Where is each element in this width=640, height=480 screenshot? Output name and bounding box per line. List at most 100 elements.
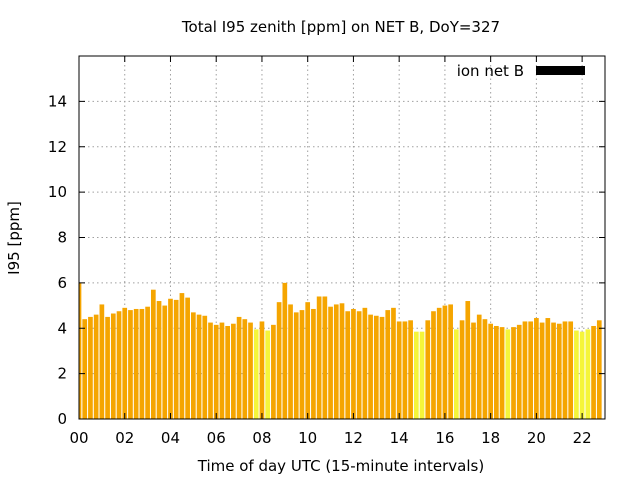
bar bbox=[185, 297, 190, 419]
bar bbox=[534, 318, 539, 419]
y-tick-label: 10 bbox=[48, 183, 67, 201]
y-tick-label: 14 bbox=[48, 92, 67, 110]
bar bbox=[556, 323, 562, 419]
y-tick-labels: 0 2 4 6 8 10 12 14 bbox=[48, 92, 67, 428]
bar bbox=[333, 304, 339, 419]
bar bbox=[351, 308, 356, 419]
bar bbox=[168, 298, 173, 419]
bar bbox=[425, 320, 431, 419]
bar bbox=[596, 320, 602, 419]
bar bbox=[179, 293, 185, 419]
bar bbox=[156, 301, 162, 419]
bar bbox=[499, 327, 505, 419]
bar bbox=[488, 323, 493, 419]
bar bbox=[133, 308, 139, 419]
bar bbox=[322, 296, 328, 419]
bar bbox=[345, 311, 351, 419]
bar bbox=[585, 329, 591, 419]
bar bbox=[305, 302, 311, 419]
bar bbox=[271, 324, 276, 419]
bar bbox=[574, 330, 579, 419]
bar bbox=[391, 307, 396, 419]
bar bbox=[116, 311, 122, 419]
x-tick-label: 08 bbox=[252, 429, 271, 447]
bar bbox=[356, 311, 362, 419]
bar bbox=[248, 322, 253, 419]
bar bbox=[162, 305, 168, 419]
bar bbox=[225, 325, 230, 419]
x-tick-label: 18 bbox=[481, 429, 500, 447]
x-axis-label: Time of day UTC (15-minute intervals) bbox=[197, 457, 484, 475]
legend-label: ion net B bbox=[457, 62, 524, 80]
bar bbox=[79, 282, 82, 419]
x-tick-label: 10 bbox=[298, 429, 317, 447]
bar bbox=[379, 316, 385, 419]
bar bbox=[568, 321, 574, 419]
bar bbox=[299, 310, 305, 419]
bar bbox=[476, 314, 482, 419]
bar bbox=[459, 320, 465, 419]
x-tick-labels: 00 02 04 06 08 10 12 14 16 18 20 22 bbox=[69, 429, 591, 447]
bar bbox=[236, 316, 242, 419]
bar bbox=[219, 322, 225, 419]
bar bbox=[293, 312, 299, 419]
bar bbox=[128, 310, 133, 419]
y-tick-label: 4 bbox=[57, 319, 67, 337]
bar bbox=[402, 321, 408, 419]
y-tick-label: 12 bbox=[48, 138, 67, 156]
x-tick-label: 00 bbox=[69, 429, 88, 447]
bar bbox=[442, 305, 448, 419]
bar bbox=[191, 312, 196, 419]
bar-series bbox=[79, 282, 602, 419]
bar bbox=[150, 289, 156, 419]
bar bbox=[93, 314, 99, 419]
bar bbox=[419, 331, 425, 419]
bar bbox=[454, 329, 459, 419]
bar bbox=[396, 321, 402, 419]
bar bbox=[494, 325, 499, 419]
bar bbox=[505, 329, 511, 419]
bar bbox=[145, 306, 150, 419]
bar bbox=[408, 320, 413, 419]
x-tick-label: 06 bbox=[207, 429, 226, 447]
bar bbox=[265, 330, 271, 419]
y-tick-label: 6 bbox=[57, 274, 67, 292]
bar bbox=[202, 315, 208, 419]
bar bbox=[516, 324, 522, 419]
y-tick-label: 0 bbox=[57, 410, 67, 428]
bar bbox=[339, 303, 345, 419]
bar bbox=[413, 331, 419, 419]
x-tick-label: 20 bbox=[527, 429, 546, 447]
y-axis-label: I95 [ppm] bbox=[5, 201, 23, 275]
bar bbox=[545, 318, 551, 419]
bar bbox=[99, 304, 105, 419]
bar bbox=[105, 316, 110, 419]
axis-ticks bbox=[78, 56, 605, 420]
bar bbox=[196, 314, 202, 419]
bar bbox=[139, 308, 145, 419]
bar bbox=[253, 329, 259, 419]
x-tick-label: 12 bbox=[344, 429, 363, 447]
bar bbox=[231, 323, 236, 419]
y-tick-label: 2 bbox=[57, 365, 67, 383]
bar bbox=[316, 296, 322, 419]
x-tick-label: 04 bbox=[161, 429, 180, 447]
bar bbox=[539, 322, 545, 419]
chart-title: Total I95 zenith [ppm] on NET B, DoY=327 bbox=[181, 18, 500, 36]
bar bbox=[579, 331, 585, 419]
bar bbox=[471, 322, 476, 419]
bar bbox=[110, 313, 116, 419]
bar bbox=[88, 316, 93, 419]
bar bbox=[385, 310, 391, 419]
bar bbox=[373, 315, 379, 419]
x-tick-label: 22 bbox=[573, 429, 592, 447]
bar bbox=[431, 311, 436, 419]
bar bbox=[368, 314, 373, 419]
bar bbox=[591, 325, 596, 419]
x-tick-label: 02 bbox=[115, 429, 134, 447]
bar bbox=[362, 307, 368, 419]
bar bbox=[562, 321, 568, 419]
bar bbox=[213, 324, 219, 419]
bar bbox=[551, 322, 556, 419]
